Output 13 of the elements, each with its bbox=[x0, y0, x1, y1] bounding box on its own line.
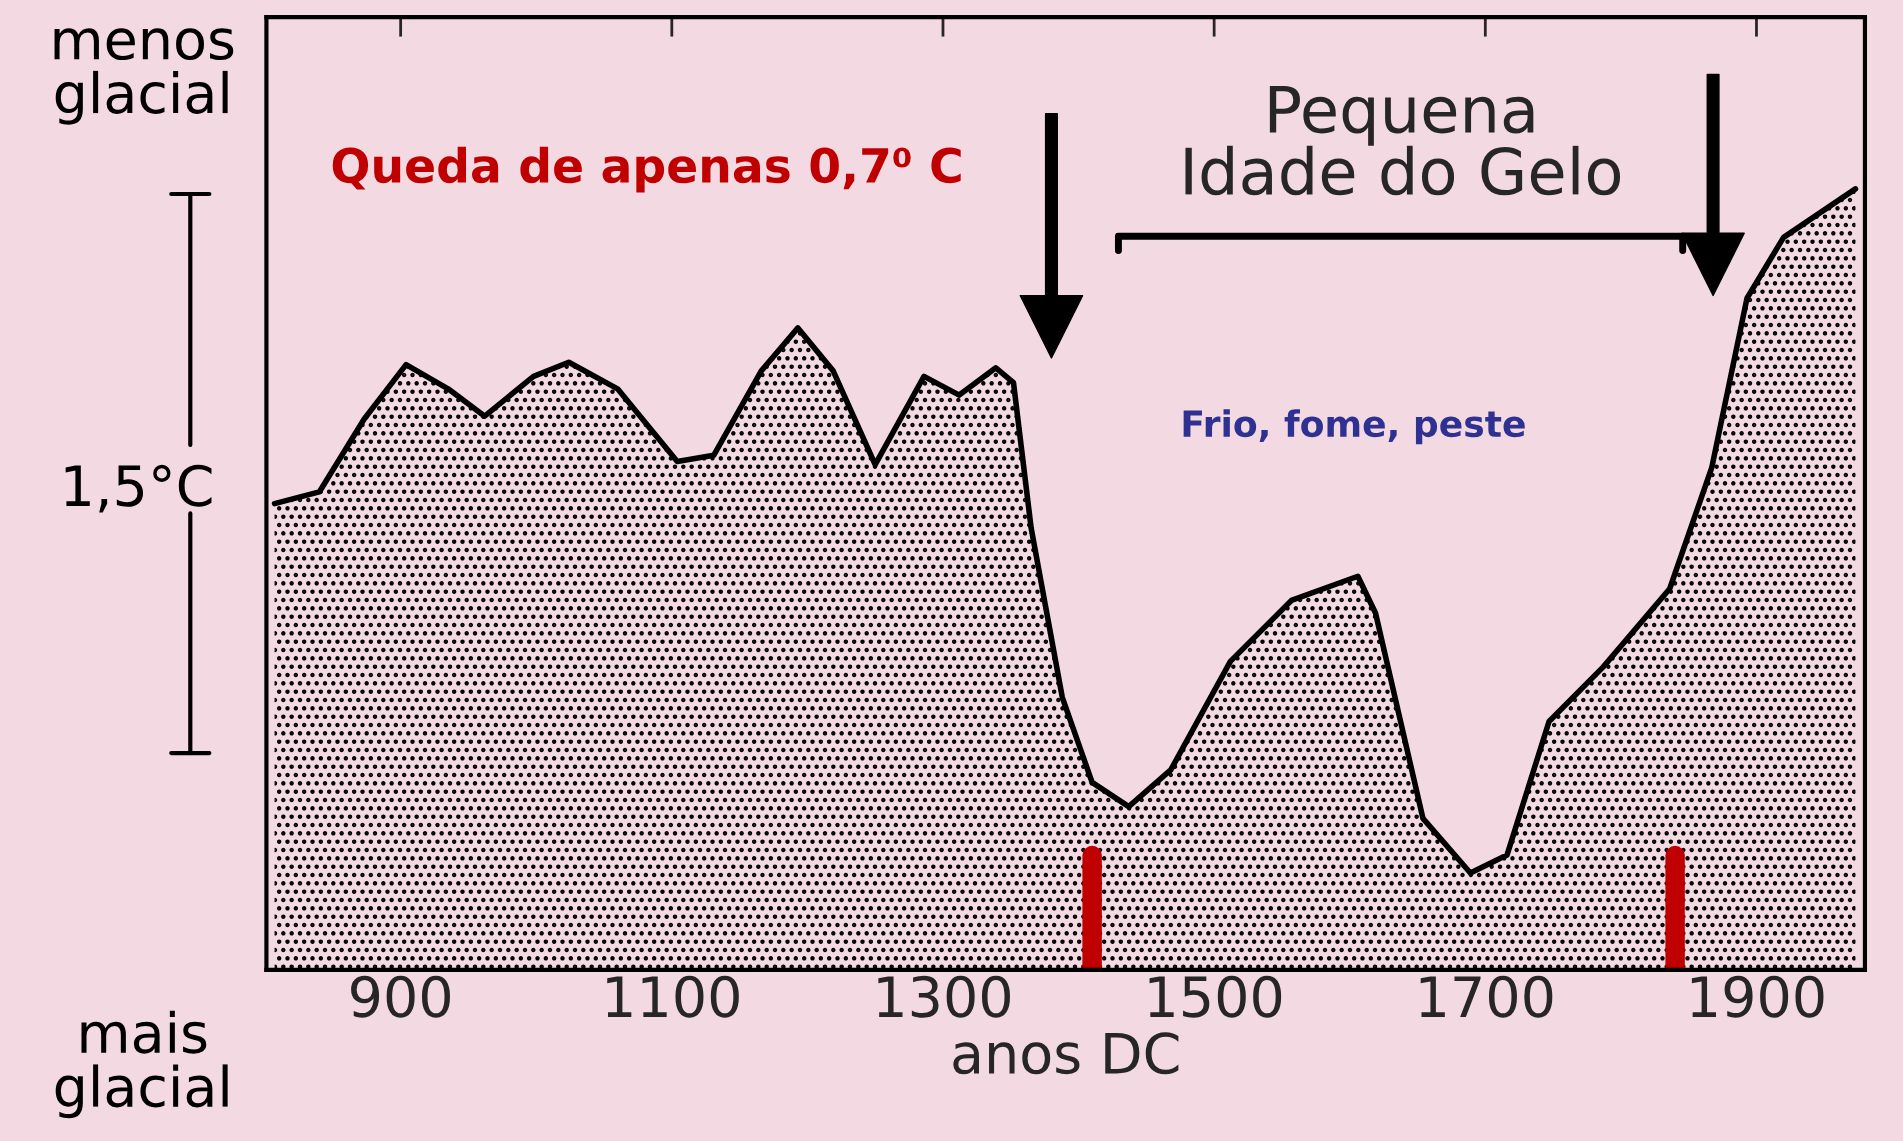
x-tick-label: 900 bbox=[351, 975, 450, 1018]
x-tick-label: 1500 bbox=[1149, 975, 1282, 1018]
x-tick-label: 1100 bbox=[607, 975, 739, 1018]
annotation: Frio, fome, peste bbox=[1183, 409, 1525, 445]
text: menos glacial bbox=[54, 28, 234, 125]
x-tick-label: 1300 bbox=[878, 975, 1010, 1018]
x-axis-title: anos DC bbox=[953, 1032, 1179, 1075]
annotation: Pequena Idade do Gelo bbox=[1185, 85, 1621, 196]
text: 1,5°C bbox=[65, 464, 212, 513]
text: mais glacial bbox=[55, 1010, 228, 1119]
x-tick-label: 1700 bbox=[1420, 975, 1553, 1018]
annotation: Queda de apenas 0,7⁰ C bbox=[332, 146, 961, 193]
x-tick-label: 1900 bbox=[1691, 975, 1824, 1018]
